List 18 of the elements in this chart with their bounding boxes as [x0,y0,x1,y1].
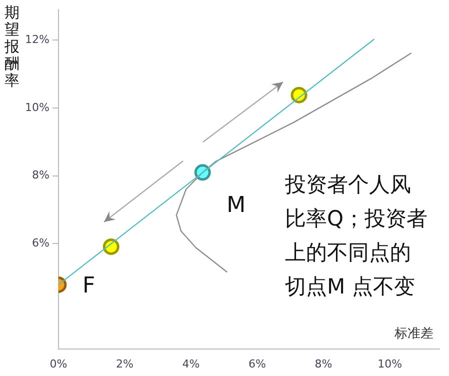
annotation: 比率Q；投资者 [285,206,428,230]
y-tick-label: 8% [32,168,50,182]
annotation: 投资者个人风 [284,172,411,196]
x-axis-title: 标准差 [394,326,434,342]
annotation: F [82,273,96,298]
x-tick-label: 0% [50,357,68,370]
x-tick-label: 4% [182,357,200,370]
x-tick-label: 8% [314,357,332,370]
annotation: 切点M 点不变 [285,274,415,298]
y-tick-label: 6% [32,236,50,250]
x-tick-label: 10% [378,357,402,370]
x-tick-label: 2% [116,357,134,370]
annotation: 上的不同点的 [285,240,411,264]
y-axis-title: 期望报酬率 [4,3,20,90]
x-tick-label: 6% [248,357,266,370]
y-tick-label: 10% [24,100,50,114]
y-tick-label: 12% [24,32,50,46]
annotation: M [226,193,246,218]
